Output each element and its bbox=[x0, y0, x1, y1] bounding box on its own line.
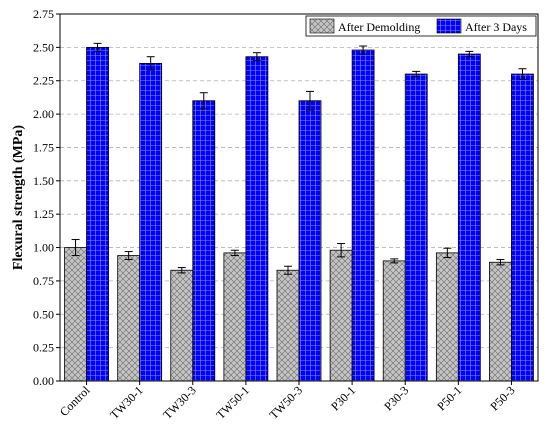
x-tick-label: P50-3 bbox=[487, 383, 517, 413]
x-tick-label: Control bbox=[57, 383, 93, 419]
bar bbox=[223, 252, 247, 382]
legend-label-after-3-days: After 3 Days bbox=[465, 20, 527, 34]
x-axis: Control TW30-1 TW30-3 TW50-1 TW50-3 P30-1 P30-… bbox=[57, 381, 518, 422]
bar bbox=[192, 100, 216, 382]
x-tick-label: P30-3 bbox=[381, 383, 411, 413]
error-bars bbox=[71, 42, 527, 275]
legend-label-after-demolding: After Demolding bbox=[338, 20, 420, 34]
bar bbox=[404, 73, 428, 382]
y-tick-label: 0.25 bbox=[33, 341, 54, 355]
y-tick-label: 0.50 bbox=[33, 307, 54, 321]
bar bbox=[298, 100, 322, 382]
y-tick-label: 1.25 bbox=[33, 207, 54, 221]
y-tick-label: 2.50 bbox=[33, 40, 54, 54]
bar bbox=[435, 252, 459, 382]
legend-swatch-after-demolding bbox=[309, 18, 335, 34]
x-tick-label: TW50-3 bbox=[266, 383, 305, 422]
bar bbox=[382, 260, 406, 382]
y-tick-label: 1.50 bbox=[33, 174, 54, 188]
bar bbox=[170, 269, 194, 382]
bar bbox=[139, 62, 163, 382]
legend: After Demolding After 3 Days bbox=[305, 15, 537, 37]
x-tick-label: TW30-3 bbox=[160, 383, 199, 422]
y-tick-label: 0.00 bbox=[33, 374, 54, 388]
bar bbox=[64, 247, 87, 382]
bar bbox=[117, 255, 141, 382]
x-tick-label: P50-1 bbox=[434, 383, 464, 413]
bar bbox=[86, 46, 109, 382]
bar bbox=[276, 269, 300, 382]
y-axis: 0.00 0.25 0.50 0.75 1.00 1.25 1.50 1.75 2.00 2.25… bbox=[33, 7, 60, 388]
y-tick-label: 1.75 bbox=[33, 140, 54, 154]
bar bbox=[511, 73, 534, 382]
bars bbox=[64, 46, 534, 382]
bar bbox=[329, 249, 353, 382]
y-tick-label: 2.00 bbox=[33, 107, 54, 121]
y-tick-label: 1.00 bbox=[33, 241, 54, 255]
y-tick-label: 2.25 bbox=[33, 74, 54, 88]
x-tick-label: TW30-1 bbox=[107, 383, 146, 422]
x-tick-label: P30-1 bbox=[328, 383, 358, 413]
bar bbox=[245, 56, 269, 382]
bar bbox=[489, 261, 512, 382]
y-tick-label: 0.75 bbox=[33, 274, 54, 288]
y-axis-title: Flexural strength (MPa) bbox=[11, 125, 26, 270]
bar bbox=[457, 53, 481, 382]
x-tick-label: TW50-1 bbox=[213, 383, 252, 422]
legend-box bbox=[305, 15, 537, 37]
bar bbox=[351, 49, 375, 382]
y-tick-label: 2.75 bbox=[33, 7, 54, 21]
legend-swatch-after-3-days bbox=[436, 18, 462, 34]
